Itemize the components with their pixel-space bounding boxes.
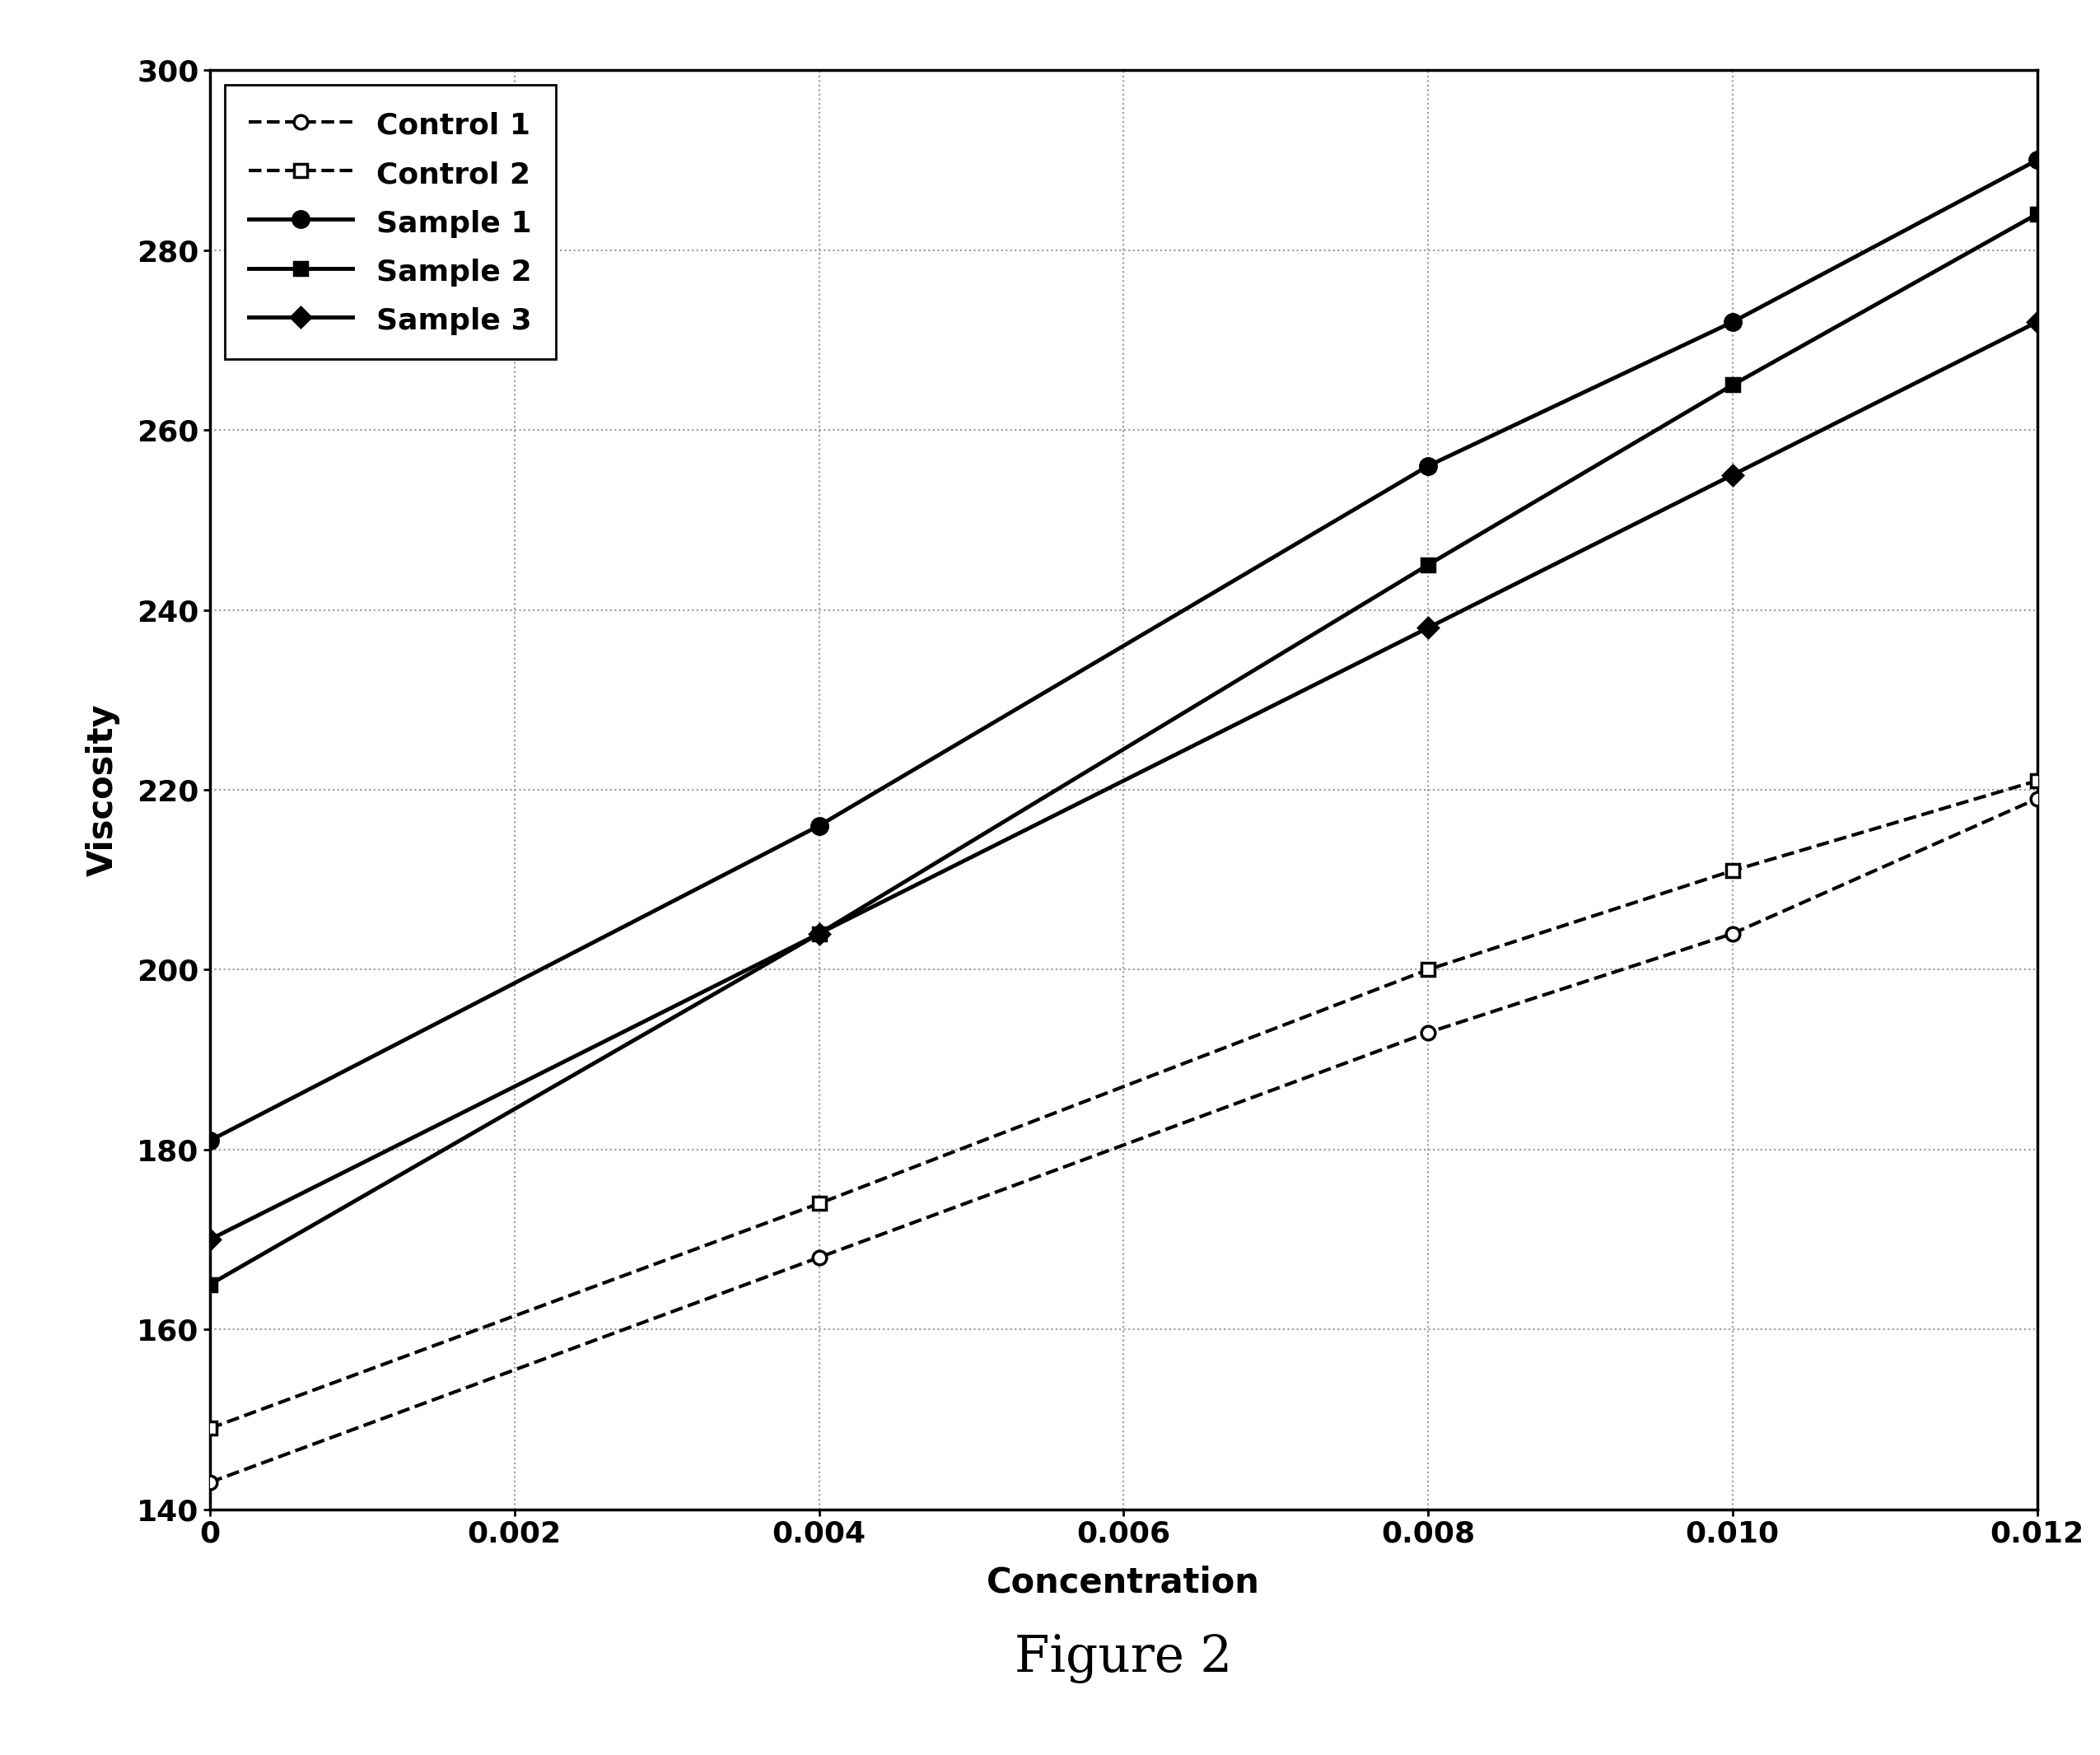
Line: Sample 3: Sample 3: [204, 316, 2043, 1246]
Control 2: [1720, 860, 1745, 881]
Sample 1: [1720, 311, 1745, 332]
Sample 2: [2024, 204, 2050, 225]
Sample 1: [806, 814, 832, 835]
Sample 3: [2024, 311, 2050, 332]
Y-axis label: Viscosity: Viscosity: [86, 704, 120, 876]
Sample 2: [1720, 374, 1745, 395]
Legend: Control 1, Control 2, Sample 1, Sample 2, Sample 3: Control 1, Control 2, Sample 1, Sample 2…: [225, 84, 557, 360]
Text: Figure 2: Figure 2: [1014, 1634, 1233, 1683]
Control 2: [2024, 770, 2050, 792]
Sample 2: [1415, 555, 1441, 576]
Line: Sample 2: Sample 2: [204, 207, 2043, 1292]
Control 1: [1720, 923, 1745, 944]
Sample 2: [806, 923, 832, 944]
X-axis label: Concentration: Concentration: [987, 1565, 1260, 1601]
Sample 3: [1720, 465, 1745, 486]
Sample 2: [197, 1274, 223, 1295]
Line: Control 1: Control 1: [204, 792, 2043, 1490]
Sample 3: [1415, 618, 1441, 639]
Control 2: [1415, 958, 1441, 979]
Sample 3: [806, 923, 832, 944]
Control 2: [806, 1193, 832, 1214]
Sample 1: [1415, 455, 1441, 476]
Line: Sample 1: Sample 1: [202, 153, 2045, 1148]
Sample 1: [197, 1130, 223, 1151]
Control 1: [1415, 1021, 1441, 1042]
Control 1: [197, 1472, 223, 1494]
Sample 3: [197, 1228, 223, 1250]
Control 2: [197, 1418, 223, 1439]
Control 1: [806, 1246, 832, 1267]
Control 1: [2024, 788, 2050, 809]
Line: Control 2: Control 2: [204, 774, 2043, 1436]
Sample 1: [2024, 149, 2050, 170]
